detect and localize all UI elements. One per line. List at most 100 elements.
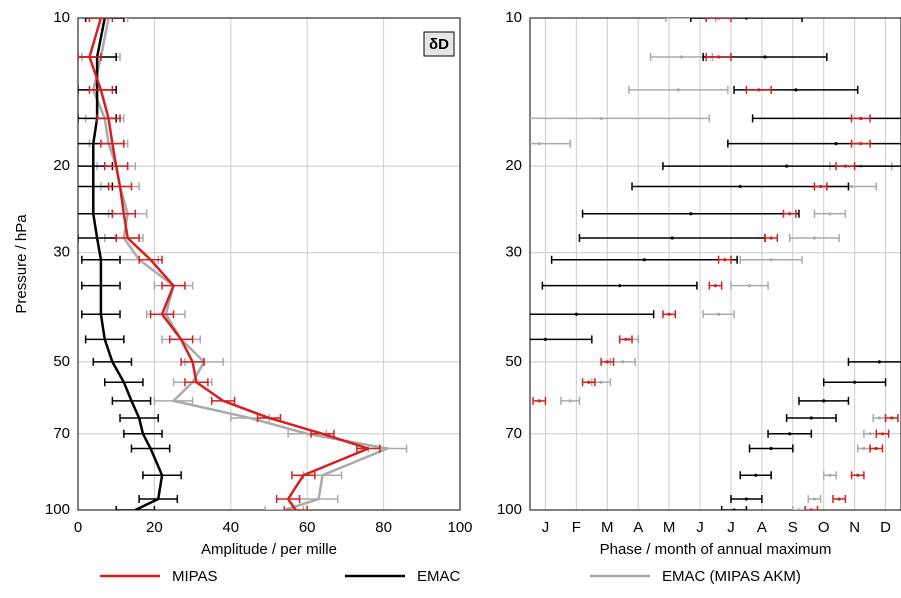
x-tick-label: D	[880, 519, 891, 536]
plot-layer	[78, 18, 408, 510]
x-tick-label: O	[818, 519, 830, 536]
point	[723, 258, 727, 262]
point	[624, 337, 628, 341]
error-bar	[705, 18, 732, 22]
point	[568, 399, 572, 403]
x-axis-label: Phase / month of annual maximum	[600, 541, 832, 558]
point	[877, 416, 881, 420]
point	[537, 141, 541, 146]
y-tick-label: 20	[505, 157, 522, 174]
point	[763, 55, 767, 59]
point	[716, 18, 721, 20]
point	[689, 212, 693, 216]
x-tick-label: 20	[146, 519, 163, 536]
point	[890, 416, 894, 420]
point	[797, 508, 801, 510]
line	[88, 18, 370, 510]
point	[868, 432, 872, 436]
y-tick-label: 30	[53, 244, 70, 261]
point	[716, 312, 721, 316]
x-tick-label: N	[849, 519, 860, 536]
point	[877, 360, 881, 364]
x-tick-label: J	[727, 519, 735, 536]
plot-layer	[530, 18, 901, 510]
point	[874, 446, 878, 451]
point	[574, 312, 578, 316]
x-tick-label: 40	[222, 519, 239, 536]
point	[744, 18, 749, 20]
point	[599, 116, 603, 121]
error-bar	[115, 506, 156, 510]
point	[747, 284, 752, 288]
point	[670, 236, 674, 240]
x-tick-label: J	[542, 519, 550, 536]
point	[859, 116, 863, 121]
x-axis-label: Amplitude / per mille	[201, 541, 337, 558]
point	[794, 88, 798, 92]
error-bar	[264, 506, 305, 510]
point	[757, 88, 761, 92]
error-bar	[690, 18, 803, 22]
point	[744, 497, 749, 501]
point	[809, 416, 813, 420]
y-tick-label: 50	[53, 353, 70, 370]
point	[713, 284, 718, 288]
point	[716, 55, 721, 59]
point	[837, 497, 841, 501]
point	[754, 473, 758, 477]
point	[543, 337, 548, 341]
y-tick-label: 20	[53, 157, 70, 174]
point	[537, 399, 541, 403]
legend-label: EMAC	[417, 568, 461, 585]
point	[843, 164, 847, 168]
x-tick-label: 60	[299, 519, 316, 536]
point	[828, 473, 832, 477]
x-tick-label: S	[788, 519, 798, 536]
point	[880, 432, 885, 436]
x-tick-label: J	[696, 519, 704, 536]
x-tick-label: M	[663, 519, 676, 536]
point	[809, 508, 813, 510]
legend-label: EMAC (MIPAS AKM)	[662, 568, 801, 585]
point	[819, 184, 823, 189]
point	[834, 141, 838, 146]
point	[732, 508, 736, 510]
error-bar	[720, 506, 748, 510]
point	[587, 380, 591, 384]
point	[621, 360, 625, 364]
x-tick-label: 0	[74, 519, 82, 536]
point	[856, 473, 860, 477]
plot-area	[78, 18, 460, 510]
point	[788, 432, 792, 436]
point	[828, 212, 832, 216]
y-tick-label: 70	[53, 425, 70, 442]
x-tick-label: 80	[375, 519, 392, 536]
point	[618, 284, 622, 288]
error-bar	[804, 506, 819, 510]
point	[785, 164, 789, 168]
legend-label: MIPAS	[172, 568, 218, 585]
point	[822, 399, 826, 403]
point	[667, 312, 671, 316]
y-tick-label: 10	[53, 9, 70, 26]
plot-area	[530, 18, 901, 510]
point	[605, 360, 609, 364]
error-bar	[84, 18, 125, 22]
point	[642, 258, 646, 262]
x-tick-label: A	[757, 519, 767, 536]
x-tick-label: A	[633, 519, 643, 536]
annotation-box	[423, 31, 455, 57]
point	[812, 497, 817, 501]
point	[849, 184, 854, 189]
point	[862, 446, 866, 451]
point	[679, 55, 684, 59]
point	[812, 236, 817, 240]
point	[788, 212, 792, 216]
error-bar	[665, 18, 717, 22]
y-tick-label: 100	[497, 501, 522, 518]
y-tick-label: 50	[505, 353, 522, 370]
line	[92, 18, 164, 510]
point	[859, 141, 863, 146]
error-bar	[283, 506, 308, 510]
